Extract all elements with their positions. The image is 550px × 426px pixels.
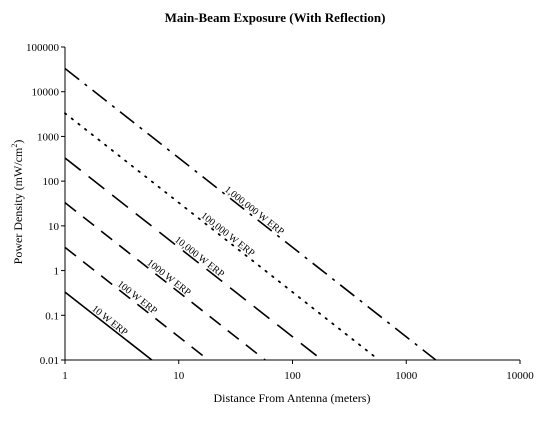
y-tick-label: 1000 (37, 131, 60, 143)
series-label: 10,000 W ERP (172, 234, 226, 280)
y-tick-label: 10 (48, 221, 60, 233)
y-tick-label: 1 (54, 266, 60, 278)
series-label: 100,000 W ERP (199, 210, 257, 259)
x-tick-label: 10 (173, 370, 185, 382)
series-line (64, 112, 380, 361)
y-tick-label: 0.01 (40, 355, 59, 367)
series-line (64, 202, 266, 361)
x-tick-label: 1000 (395, 370, 418, 382)
x-tick-label: 1 (62, 370, 68, 382)
series-line (64, 157, 323, 361)
x-tick-label: 100 (284, 370, 301, 382)
y-tick-label: 100 (43, 176, 60, 188)
series-label: 10 W ERP (89, 303, 129, 338)
y-tick-label: 100000 (26, 42, 60, 54)
series-label: 100 W ERP (115, 279, 159, 317)
x-tick-label: 10000 (506, 370, 534, 382)
series-line (64, 67, 437, 361)
series-label: 1,000,000 W ERP (222, 184, 286, 238)
axes: 0.01 0.1 1 10 100 1000 10000 100000 1 10 100 1000 10… (26, 42, 534, 382)
y-tick-label: 0.1 (45, 310, 59, 322)
chart-title: Main-Beam Exposure (With Reflection) (164, 10, 386, 25)
x-axis-title: Distance From Antenna (meters) (214, 391, 371, 405)
series-line (64, 291, 153, 361)
series-line (64, 246, 209, 361)
series-layer (64, 67, 437, 361)
y-axis-title: Power Density (mW/cm2) (10, 140, 25, 265)
series-label: 1000 W ERP (145, 257, 193, 298)
y-tick-label: 10000 (32, 87, 60, 99)
